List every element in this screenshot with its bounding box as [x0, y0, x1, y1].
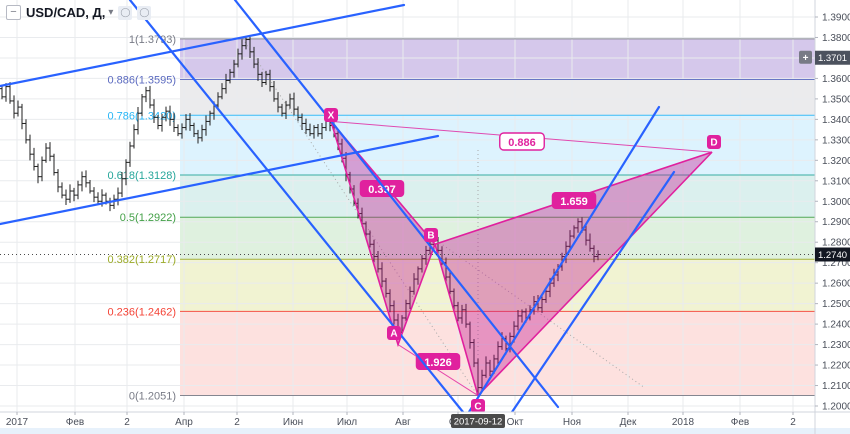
trendlines[interactable]	[0, 0, 676, 414]
price-tick-1.3100: 1.3100	[822, 176, 850, 187]
alert-price-badge[interactable]	[815, 50, 850, 65]
time-tick-2018: 2018	[672, 417, 695, 428]
pattern-point-A[interactable]	[387, 326, 401, 340]
pattern-point-label-X: X	[328, 111, 335, 122]
fib-label-0.5: 0.5(1.2922)	[120, 212, 176, 224]
date-badge-label: 2017-09-12	[454, 417, 503, 428]
time-tick-2: 2	[790, 417, 796, 428]
pattern-point-label-A: A	[390, 329, 397, 340]
fib-levels[interactable]: 1(1.3793) 0.886(1.3595) 0.786(1.3420) 0.618…	[108, 34, 816, 403]
pattern-point-D[interactable]	[707, 135, 721, 149]
trendline-descending-channel-left[interactable]	[128, 0, 465, 414]
price-tick-1.2300: 1.2300	[822, 340, 850, 351]
pattern-point-X[interactable]	[324, 108, 338, 122]
pattern-point-label-C: C	[474, 402, 481, 413]
pattern-point-badges[interactable]: X A B C D	[324, 108, 721, 413]
price-tick-1.3300: 1.3300	[822, 135, 850, 146]
fib-zone	[180, 79, 815, 116]
ratio-badge-1.659	[551, 192, 597, 209]
alert-plus-button[interactable]	[799, 50, 812, 64]
price-tick-1.2500: 1.2500	[822, 299, 850, 310]
current-price-badge	[815, 247, 850, 262]
fib-label-1: 1(1.3793)	[129, 34, 176, 46]
ratio-badge-0.397	[359, 180, 405, 197]
bottom-strip	[0, 428, 850, 434]
trendline-ascending-channel-upper-left[interactable]	[0, 3, 406, 88]
price-tick-1.2700: 1.2700	[822, 258, 850, 269]
price-tick-1.2900: 1.2900	[822, 217, 850, 228]
pattern-point-C[interactable]	[471, 399, 485, 413]
fib-label-0.382: 0.382(1.2717)	[108, 254, 177, 266]
time-tick-Фев: Фев	[731, 417, 749, 428]
price-tick-1.3900: 1.3900	[822, 13, 850, 24]
time-tick-Апр: Апр	[175, 417, 193, 428]
pattern-dotted	[432, 237, 646, 389]
time-tick-Дек: Дек	[620, 417, 637, 428]
fib-zone	[180, 259, 815, 312]
fib-zones	[180, 38, 815, 396]
fib-zone	[180, 175, 815, 218]
price-tick-1.2800: 1.2800	[822, 238, 850, 249]
ratio-label-1.659: 1.659	[560, 196, 588, 208]
fib-label-0.786: 0.786(1.3420)	[108, 110, 177, 122]
price-tick-1.3500: 1.3500	[822, 94, 850, 105]
pattern-point-B[interactable]	[424, 228, 438, 242]
price-tick-1.3200: 1.3200	[822, 156, 850, 167]
price-tick-1.3600: 1.3600	[822, 74, 850, 85]
ratio-badge-0.886	[499, 132, 545, 151]
fib-label-0.618: 0.618(1.3128)	[108, 170, 177, 182]
price-tick-1.2100: 1.2100	[822, 381, 850, 392]
trendline-descending-channel-right[interactable]	[233, 0, 560, 409]
pattern-line-AC[interactable]	[397, 344, 479, 396]
alert-price-label: 1.3701	[818, 53, 847, 64]
ratio-label-1.926: 1.926	[424, 357, 452, 369]
time-tick-2017: 2017	[6, 417, 29, 428]
time-tick-Авг: Авг	[395, 417, 411, 428]
trendline-ascending-channel-lower-left[interactable]	[0, 134, 440, 226]
price-tick-1.2600: 1.2600	[822, 279, 850, 290]
price-tick-1.2200: 1.2200	[822, 361, 850, 372]
symbol-title[interactable]: USD/CAD, Д,	[26, 5, 106, 20]
price-axis-ticks[interactable]: 1.39001.38001.37001.36001.35001.34001.33…	[815, 13, 850, 413]
price-tick-1.3000: 1.3000	[822, 197, 850, 208]
fib-label-0.236: 0.236(1.2462)	[108, 306, 177, 318]
price-tick-1.3800: 1.3800	[822, 33, 850, 44]
time-tick-Июн: Июн	[283, 417, 303, 428]
time-tick-Ноя: Ноя	[563, 417, 581, 428]
time-tick-2: 2	[124, 417, 130, 428]
fib-zone	[180, 38, 815, 80]
fib-label-0: 0(1.2051)	[129, 391, 176, 403]
circle-icon-1[interactable]: ◯	[118, 5, 133, 20]
circle-icon-2[interactable]: ◯	[137, 5, 152, 20]
price-tick-1.3400: 1.3400	[822, 115, 850, 126]
price-tick-1.2000: 1.2000	[822, 402, 850, 413]
fib-label-0.886: 0.886(1.3595)	[108, 74, 177, 86]
trendline-ascending-channel-right-short[interactable]	[510, 170, 676, 414]
pattern-point-label-D: D	[710, 138, 717, 149]
symbol-header: − USD/CAD, Д, ▾ ◯ ◯	[6, 5, 152, 20]
time-tick-Июл: Июл	[337, 417, 357, 428]
chevron-down-icon[interactable]: ▾	[108, 7, 114, 18]
time-tick-Окт: Окт	[507, 417, 524, 428]
time-tick-Фев: Фев	[66, 417, 84, 428]
time-tick-2: 2	[234, 417, 240, 428]
ratio-label-0.886: 0.886	[508, 137, 536, 149]
trendline-ascending-channel-right-long[interactable]	[467, 105, 661, 414]
collapse-icon[interactable]: −	[6, 5, 21, 20]
current-price-label: 1.2740	[818, 250, 847, 261]
date-badge	[451, 414, 505, 428]
pattern-point-label-B: B	[427, 231, 434, 242]
price-tick-1.2400: 1.2400	[822, 320, 850, 331]
price-axis-panel[interactable]	[815, 0, 850, 434]
grid	[0, 0, 815, 412]
plus-icon[interactable]: +	[803, 53, 809, 64]
